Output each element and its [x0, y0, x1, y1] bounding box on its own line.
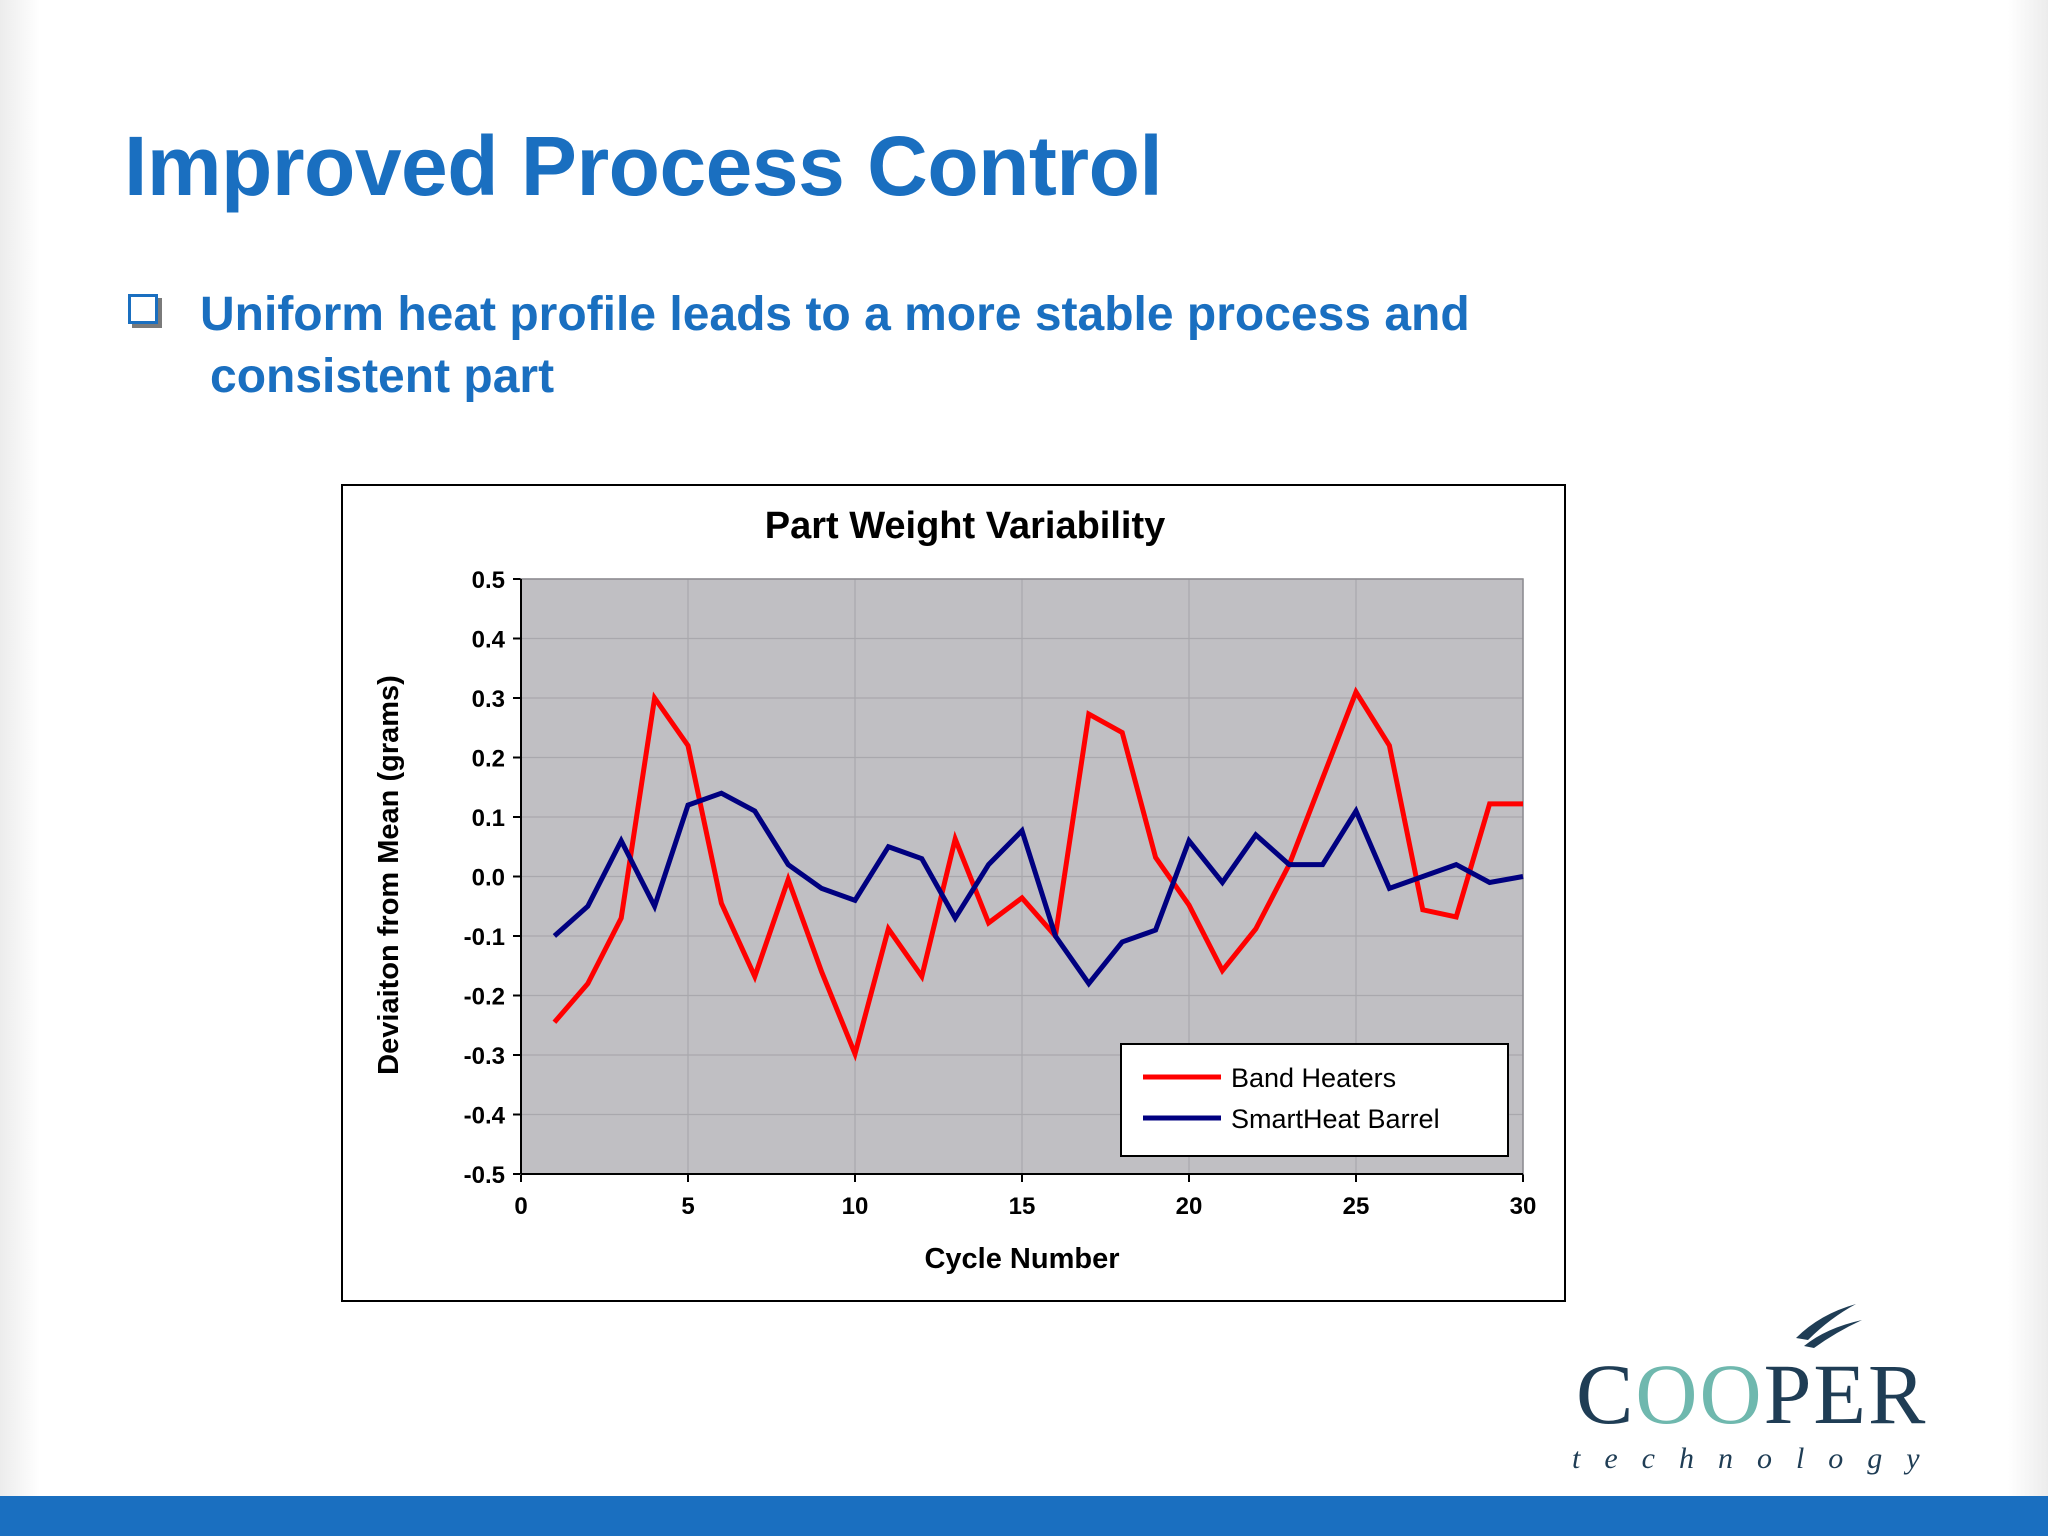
- x-tick-label: 20: [1176, 1193, 1203, 1220]
- logo-word-oo: OO: [1635, 1346, 1764, 1442]
- cooper-technology-logo: COOPER technology: [1570, 1300, 1950, 1490]
- y-tick-label: -0.5: [464, 1162, 505, 1189]
- x-axis-label: Cycle Number: [924, 1243, 1119, 1275]
- legend: Band Heaters SmartHeat Barrel: [1120, 1043, 1509, 1157]
- y-tick-label: 0.3: [472, 686, 505, 713]
- bullet-text-line-1: Uniform heat profile leads to a more sta…: [200, 288, 1470, 341]
- y-tick-label: 0.0: [472, 865, 505, 892]
- logo-subtitle: technology: [1572, 1442, 1944, 1475]
- legend-label-band-heaters: Band Heaters: [1231, 1063, 1396, 1093]
- y-tick-label: 0.2: [472, 746, 505, 773]
- footer-bar: [0, 1496, 2048, 1536]
- x-tick-label: 5: [681, 1193, 694, 1220]
- legend-label-smartheat-barrel: SmartHeat Barrel: [1231, 1104, 1440, 1134]
- x-tick-label: 15: [1009, 1193, 1036, 1220]
- y-axis-label: Deviaiton from Mean (grams): [373, 675, 405, 1075]
- y-tick-labels: 0.5 0.4 0.3 0.2 0.1 0.0 -0.1 -0.2 -0.3 -0.4 -0.5: [464, 567, 506, 1189]
- series-line-band-heaters: [552, 686, 1523, 1062]
- series-lines: [552, 686, 1524, 1062]
- x-tick-labels: 0 5 10 15 20 25 30: [514, 1193, 1536, 1220]
- x-tick-label: 0: [514, 1193, 527, 1220]
- chart-frame: Part Weight Variability 0.5 0.4 0.3 0.2 0.1 0…: [341, 484, 1566, 1302]
- x-tick-label: 25: [1343, 1193, 1370, 1220]
- y-tick-label: -0.1: [464, 924, 505, 951]
- x-tick-label: 10: [842, 1193, 869, 1220]
- logo-word-start: C: [1576, 1346, 1636, 1442]
- y-tick-label: -0.3: [464, 1043, 505, 1070]
- part-weight-chart: Part Weight Variability 0.50.40.30.20.10…: [373, 505, 1536, 1275]
- legend-box: [1120, 1043, 1509, 1157]
- checkbox-bullet-icon: [128, 294, 158, 324]
- y-tick-label: 0.1: [472, 805, 505, 832]
- chart-title: Part Weight Variability: [765, 505, 1166, 547]
- axes: [513, 578, 1524, 1182]
- y-tick-label: -0.2: [464, 984, 505, 1011]
- logo-word-end: PER: [1763, 1346, 1928, 1442]
- y-tick-label: -0.4: [464, 1103, 506, 1130]
- bullet-text-line-2: consistent part: [210, 350, 555, 403]
- slide-title: Improved Process Control: [124, 119, 1163, 213]
- series-line-smartheat-barrel: [552, 790, 1524, 988]
- x-tick-label: 30: [1510, 1193, 1537, 1220]
- logo-swoosh-icon: [1796, 1304, 1862, 1348]
- y-tick-label: 0.5: [472, 567, 505, 594]
- logo-wordmark: COOPER: [1576, 1344, 1927, 1444]
- y-tick-label: 0.4: [472, 627, 506, 654]
